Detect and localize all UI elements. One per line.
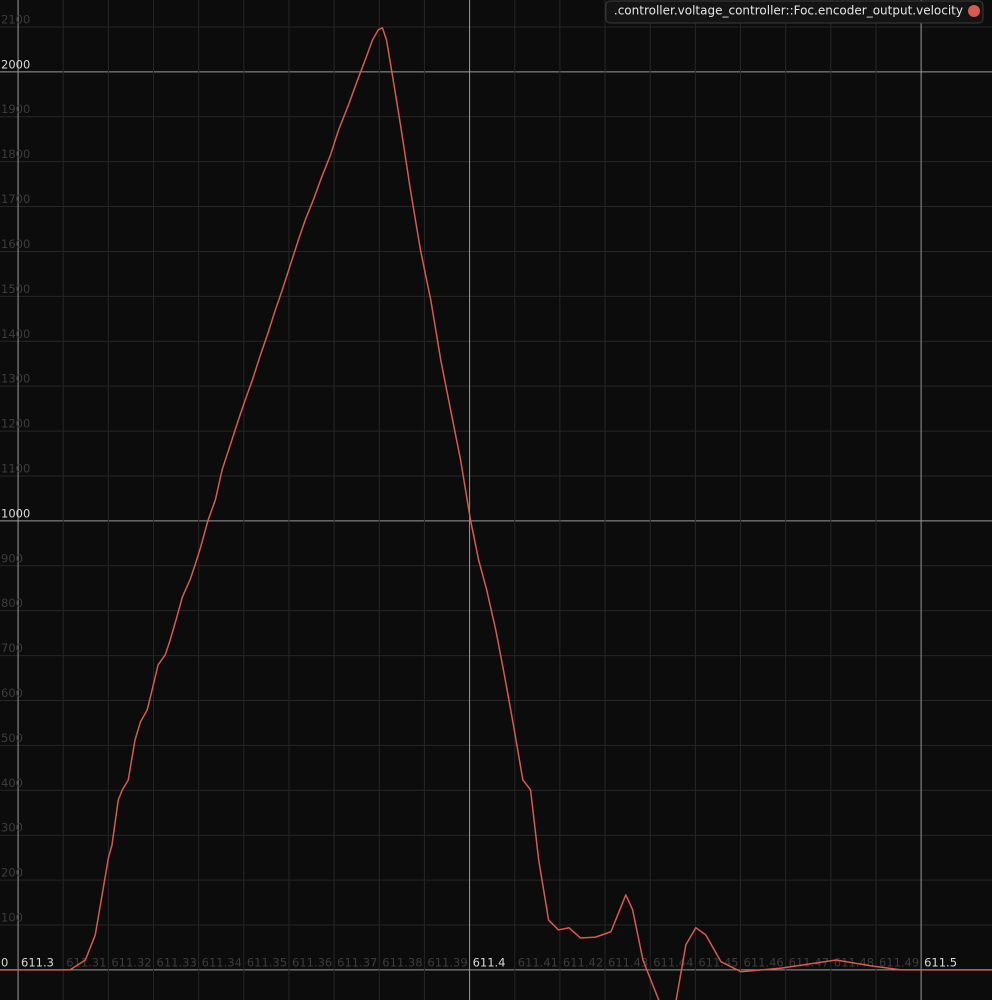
x-tick-label: 611.3 (21, 956, 54, 970)
y-tick-label: 1200 (1, 417, 30, 431)
x-tick-label: 611.42 (563, 956, 603, 970)
legend-swatch (968, 5, 980, 17)
y-tick-label: 400 (1, 776, 23, 790)
x-tick-label: 611.37 (337, 956, 377, 970)
x-tick-label: 611.44 (653, 956, 693, 970)
y-tick-label: 600 (1, 686, 23, 700)
x-tick-label: 611.33 (157, 956, 197, 970)
x-tick-label: 611.4 (473, 956, 506, 970)
series-line (0, 27, 992, 1000)
x-tick-label: 611.34 (202, 956, 242, 970)
y-tick-label: 1400 (1, 327, 30, 341)
x-tick-label: 611.49 (879, 956, 919, 970)
y-tick-label: 1300 (1, 372, 30, 386)
legend-label: .controller.voltage_controller::Foc.enco… (614, 4, 963, 18)
y-tick-label: 1500 (1, 282, 30, 296)
x-tick-label: 611.39 (427, 956, 467, 970)
x-tick-label: 611.46 (744, 956, 784, 970)
y-tick-label: 1800 (1, 147, 30, 161)
x-tick-label: 611.32 (111, 956, 151, 970)
legend-box (605, 0, 984, 24)
y-tick-label: 200 (1, 866, 23, 880)
y-tick-label: 1900 (1, 102, 30, 116)
x-tick-label: 611.41 (518, 956, 558, 970)
legend: .controller.voltage_controller::Foc.enco… (605, 0, 984, 24)
y-tick-label: 1000 (1, 506, 30, 520)
y-tick-label: 0 (1, 955, 8, 969)
x-tick-label: 611.38 (382, 956, 422, 970)
y-tick-label: 900 (1, 551, 23, 565)
y-tick-label: 800 (1, 596, 23, 610)
y-tick-label: 500 (1, 731, 23, 745)
x-tick-label: 611.35 (247, 956, 287, 970)
y-tick-label: 100 (1, 911, 23, 925)
y-tick-label: 1700 (1, 192, 30, 206)
x-tick-label: 611.43 (608, 956, 648, 970)
y-tick-label: 300 (1, 821, 23, 835)
y-tick-label: 1600 (1, 237, 30, 251)
x-tick-label: 611.5 (924, 956, 957, 970)
x-tick-label: 611.36 (292, 956, 332, 970)
y-tick-label: 700 (1, 641, 23, 655)
y-tick-label: 1100 (1, 461, 30, 475)
y-tick-label: 2000 (1, 57, 30, 71)
y-tick-label: 2100 (1, 12, 30, 26)
tick-labels: 0 100 200 300 400 500 600 700 800 900 1000 1100 1200… (1, 12, 957, 969)
